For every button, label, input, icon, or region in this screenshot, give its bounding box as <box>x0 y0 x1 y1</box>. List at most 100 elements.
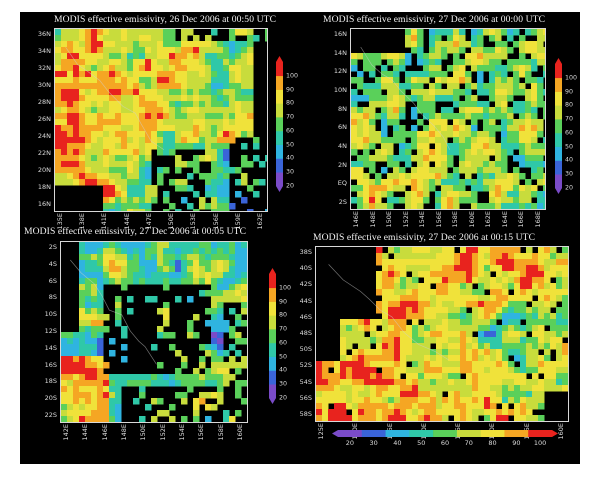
y-tick-label: 10N <box>333 86 347 94</box>
colorbar-tick-label: 80 <box>565 101 574 109</box>
colorbar-segment <box>361 430 386 437</box>
x-tick-label: 164E <box>500 211 509 228</box>
colorbar-segment <box>276 89 283 104</box>
colorbar-tick-label: 40 <box>286 154 295 162</box>
colorbar-segment <box>269 356 276 371</box>
colorbar-min-arrow <box>555 188 562 194</box>
colorbar-segment <box>269 274 276 289</box>
map-area <box>60 241 248 423</box>
colorbar-tick-label: 70 <box>279 325 288 333</box>
x-tick-label: 158E <box>216 424 225 441</box>
colorbar-segment <box>269 384 276 399</box>
colorbar-segment <box>555 64 562 79</box>
coastline <box>70 259 157 365</box>
y-tick-label: 20S <box>44 394 57 403</box>
colorbar-tick-label: 100 <box>533 439 547 447</box>
y-tick-label: 48S <box>299 329 312 337</box>
colorbar-segment <box>433 430 458 437</box>
y-tick-label: 22S <box>44 411 57 419</box>
colorbar-tick-label: 20 <box>286 182 295 190</box>
y-tick-label: 30N <box>37 81 51 89</box>
y-tick-label: 22N <box>37 149 51 157</box>
colorbar-tick-label: 80 <box>488 439 497 447</box>
y-tick-label: 12S <box>44 327 57 335</box>
y-tick-label: 16S <box>44 360 57 369</box>
colorbar-segment <box>276 117 283 132</box>
y-tick-label: 50S <box>299 345 312 354</box>
y-tick-label: 54S <box>299 377 312 386</box>
x-tick-label: 142E <box>62 424 70 441</box>
colorbar-tick-label: 30 <box>369 439 378 447</box>
y-tick-label: 2S <box>338 198 347 206</box>
coastline <box>65 47 165 151</box>
y-tick-label: 32N <box>37 64 51 72</box>
colorbar-segment <box>269 329 276 344</box>
colorbar-segment <box>269 342 276 357</box>
y-tick-label: 2S <box>48 243 57 251</box>
y-tick-label: 16N <box>37 200 51 208</box>
colorbar-segment <box>409 430 434 437</box>
colorbar-segment <box>504 430 529 437</box>
x-tick-label: 146E <box>352 211 360 228</box>
x-tick-label: 152E <box>158 424 167 441</box>
colorbar-tick-label: 100 <box>279 284 292 292</box>
x-tick-label: 144E <box>81 424 90 441</box>
colorbar-segment <box>276 144 283 159</box>
colorbar-min-arrow <box>332 430 338 437</box>
x-tick-label: 160E <box>236 424 244 441</box>
colorbar-segment <box>276 103 283 118</box>
y-tick-label: 56S <box>299 393 312 402</box>
x-tick-label: 152E <box>401 211 410 228</box>
y-tick-label: 46S <box>299 312 312 321</box>
colorbar-max-arrow <box>269 268 276 274</box>
y-tick-label: 2N <box>338 160 347 169</box>
colorbar-tick-label: 40 <box>565 156 574 164</box>
x-tick-label: 160E <box>557 423 565 440</box>
y-tick-label: 16N <box>333 30 347 38</box>
y-tick-label: 40S <box>299 264 312 273</box>
emissivity-field <box>61 242 247 422</box>
colorbar-segment <box>555 77 562 92</box>
colorbar-tick-label: 80 <box>286 99 295 107</box>
colorbar-tick-label: 50 <box>279 353 288 361</box>
colorbar-tick-label: 90 <box>279 298 288 306</box>
y-tick-label: 14N <box>333 48 347 57</box>
colorbar-tick-label: 70 <box>286 113 295 121</box>
colorbar-min-arrow <box>269 398 276 404</box>
colorbar-segment <box>456 430 481 437</box>
colorbar-tick-label: 20 <box>279 394 288 402</box>
y-tick-label: 28N <box>37 98 51 106</box>
colorbar-segment <box>555 146 562 161</box>
x-tick-label: 148E <box>120 424 128 441</box>
colorbar-segment <box>480 430 505 437</box>
x-tick-label: 146E <box>100 424 109 441</box>
colorbar-segment <box>276 158 283 173</box>
colorbar-segment <box>555 105 562 120</box>
colorbar-tick-label: 90 <box>286 86 295 94</box>
colorbar-tick-label: 90 <box>565 88 574 96</box>
emissivity-field <box>55 29 267 211</box>
x-tick-label: 162E <box>256 213 264 230</box>
colorbar-tick-label: 20 <box>565 184 574 192</box>
x-tick-label: 150E <box>139 424 148 441</box>
y-tick-label: 4N <box>338 142 347 150</box>
x-tick-label: 156E <box>197 424 206 441</box>
colorbar <box>269 268 276 404</box>
colorbar-segment <box>276 75 283 90</box>
emissivity-field <box>316 247 568 421</box>
panel-title: MODIS effective emissivity, 27 Dec 2006 … <box>313 232 536 243</box>
x-tick-label: 168E <box>534 211 542 228</box>
colorbar-max-arrow <box>552 430 558 437</box>
colorbar-segment <box>269 287 276 302</box>
y-tick-label: 20N <box>37 166 51 174</box>
map-area <box>315 246 569 422</box>
colorbar-segment <box>269 370 276 385</box>
colorbar-tick-label: 90 <box>512 439 521 447</box>
colorbar-tick-label: 30 <box>286 168 295 176</box>
colorbar-tick-label: 70 <box>565 115 574 123</box>
colorbar-tick-label: 80 <box>279 311 288 319</box>
colorbar-tick-label: 100 <box>286 72 299 80</box>
y-tick-label: 36N <box>37 30 51 38</box>
y-tick-label: 6N <box>338 123 347 132</box>
x-tick-label: 156E <box>434 211 443 228</box>
